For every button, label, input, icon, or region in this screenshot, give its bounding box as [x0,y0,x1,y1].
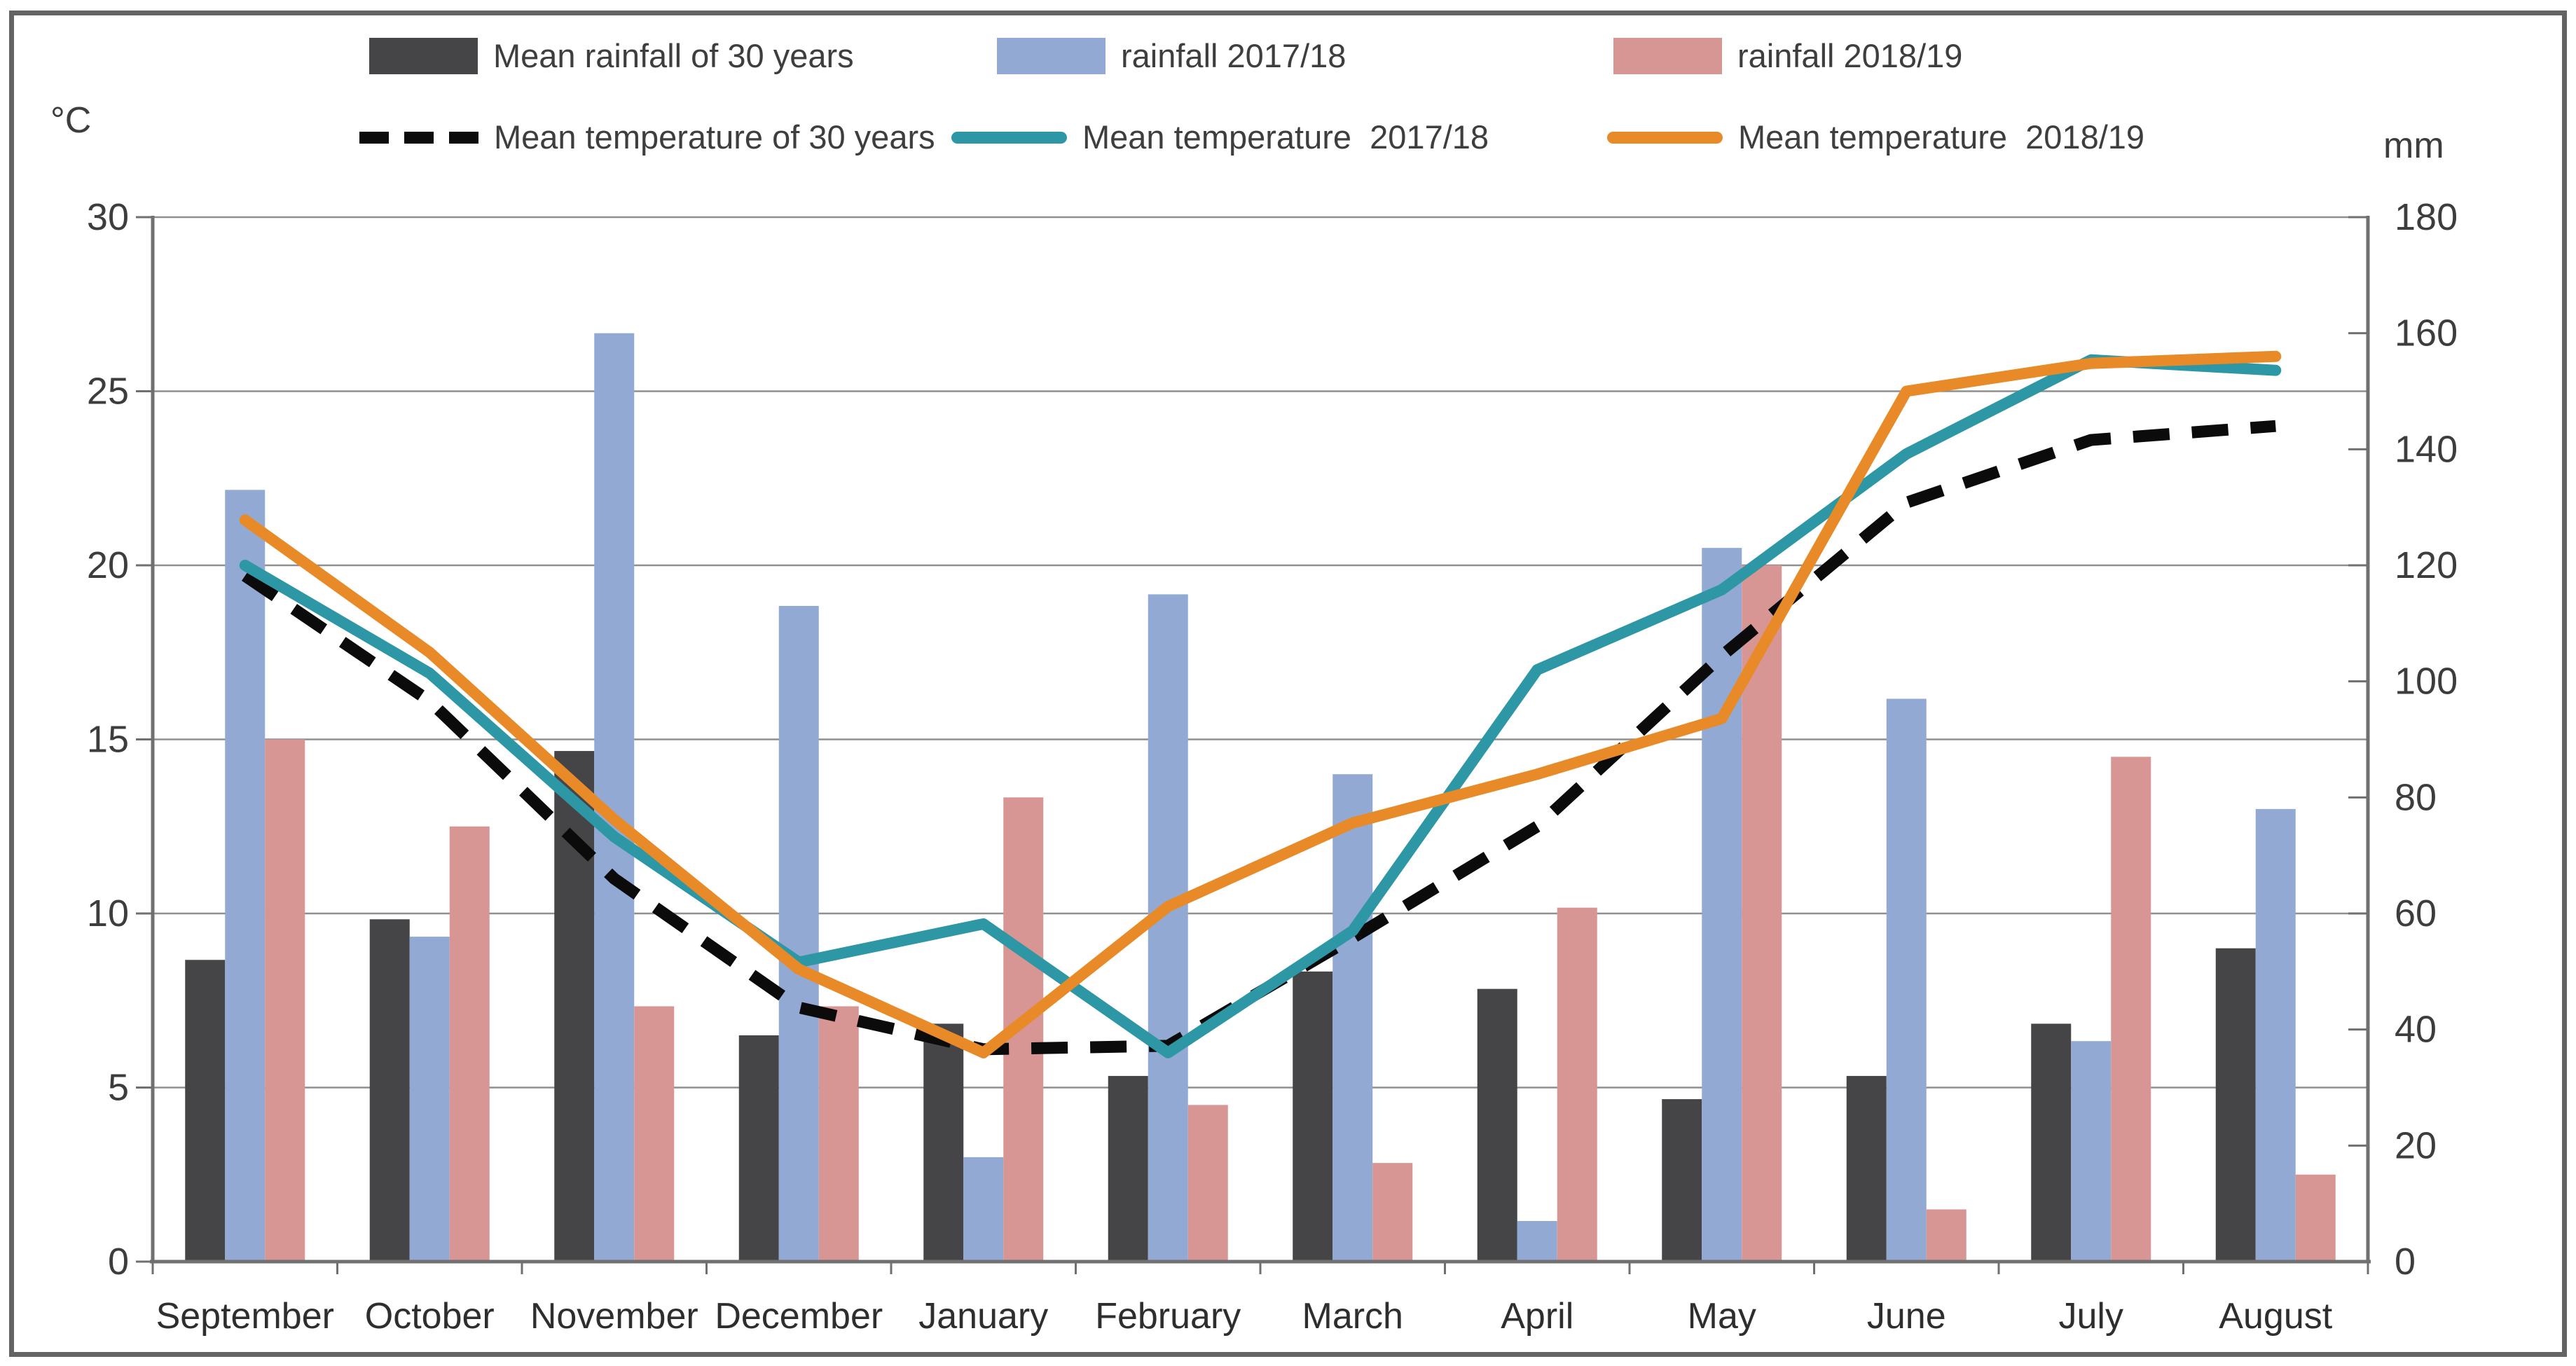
legend-label: Mean temperature 2017/18 [1082,118,1489,156]
right-axis-tick-label: 140 [2395,428,2458,470]
mean-rainfall-swatch [369,38,478,74]
bar-rainfall-2018-19 [449,826,490,1262]
x-tick-label: May [1688,1296,1756,1337]
bar-mean-rainfall-of-30-years [1108,1075,1148,1262]
x-tick-label: July [2059,1296,2123,1337]
line-mean-temperature-2018-19 [239,350,2282,1058]
right-axis-tick-label: 40 [2395,1009,2437,1051]
x-tick-label: June [1867,1296,1946,1337]
left-axis-tick-label: 5 [108,1067,129,1109]
rainfall-2017-18-swatch [997,38,1106,74]
bar-rainfall-2017-18 [778,605,819,1262]
x-tick-label: February [1095,1296,1241,1337]
bar-rainfall-2018-19 [1372,1163,1413,1262]
bar-rainfall-2018-19 [265,739,305,1262]
bar-rainfall-2018-19 [634,1006,675,1262]
bar-rainfall-2018-19 [2111,757,2151,1262]
legend-item-mean-temperature: Mean temperature of 30 years [359,116,935,158]
x-tick-label: January [918,1296,1048,1337]
bar-mean-rainfall-of-30-years [369,919,410,1262]
legend-item-temperature-2017-18: Mean temperature 2017/18 [951,116,1489,158]
bar-mean-rainfall-of-30-years [554,751,595,1262]
x-tick-label: September [156,1296,334,1337]
right-axis-tick-label: 100 [2395,661,2458,703]
bar-mean-rainfall-of-30-years [1662,1099,1702,1262]
right-axis-tick-label: 180 [2395,196,2458,238]
bar-rainfall-2017-18 [1332,774,1373,1262]
bar-mean-rainfall-of-30-years [185,960,226,1262]
bar-rainfall-2018-19 [1926,1209,1967,1262]
legend-label: Mean temperature 2018/19 [1738,118,2145,156]
right-axis-tick-label: 80 [2395,776,2437,818]
x-tick-label: December [715,1296,883,1337]
bar-rainfall-2017-18 [1886,698,1927,1262]
x-tick-label: November [530,1296,698,1337]
x-tick-label: April [1501,1296,1573,1337]
bar-rainfall-2017-18 [1148,594,1188,1262]
legend-label: rainfall 2018/19 [1737,37,1963,74]
legend-label: Mean temperature of 30 years [494,118,935,156]
bar-rainfall-2017-18 [225,490,266,1262]
right-axis-tick-label: 120 [2395,544,2458,586]
chart-outer-border [9,11,2567,1357]
bar-mean-rainfall-of-30-years [1477,988,1517,1262]
left-axis-tick-label: 10 [87,892,129,934]
legend-label: rainfall 2017/18 [1121,37,1346,74]
bar-rainfall-2017-18 [409,937,450,1262]
bar-mean-rainfall-of-30-years [738,1035,779,1262]
right-axis-tick-label: 60 [2395,892,2437,934]
legend-item-mean-rainfall: Mean rainfall of 30 years [369,35,854,77]
left-axis-tick-label: 25 [87,371,129,413]
bar-rainfall-2018-19 [818,1006,859,1262]
rainfall-2018-19-swatch [1613,38,1722,74]
bar-rainfall-2017-18 [1702,548,1742,1262]
right-axis-tick-label: 20 [2395,1124,2437,1166]
bar-mean-rainfall-of-30-years [923,1023,964,1262]
right-axis-tick-label: 0 [2395,1241,2416,1283]
mean-temperature-dashed-swatch [359,131,478,144]
left-axis-unit-label: °C [50,100,92,141]
bar-mean-rainfall-of-30-years [2031,1023,2072,1262]
bar-rainfall-2017-18 [963,1157,1004,1262]
line-mean-temperature-of-30-years [241,420,2276,1056]
bar-rainfall-2017-18 [2071,1041,2112,1262]
right-axis-unit-label: mm [2383,125,2444,166]
legend-label: Mean rainfall of 30 years [493,37,854,74]
bar-mean-rainfall-of-30-years [2215,948,2256,1262]
temperature-2018-19-swatch [1607,131,1723,144]
right-axis-tick-label: 160 [2395,312,2458,354]
bar-rainfall-2017-18 [2255,808,2296,1262]
left-axis-tick-label: 30 [87,196,129,238]
bar-rainfall-2018-19 [2295,1174,2336,1262]
bar-rainfall-2018-19 [1187,1105,1228,1262]
bar-mean-rainfall-of-30-years [1846,1075,1887,1262]
legend-item-rainfall-2017-18: rainfall 2017/18 [997,35,1346,77]
x-tick-label: March [1302,1296,1403,1337]
left-axis-tick-label: 0 [108,1241,129,1283]
legend-item-temperature-2018-19: Mean temperature 2018/19 [1607,116,2144,158]
legend-item-rainfall-2018-19: rainfall 2018/19 [1613,35,1962,77]
bar-rainfall-2017-18 [1517,1221,1557,1262]
temperature-2017-18-swatch [951,131,1067,144]
bar-rainfall-2017-18 [594,333,635,1262]
x-tick-label: August [2219,1296,2332,1337]
left-axis-tick-label: 20 [87,544,129,586]
bar-rainfall-2018-19 [1557,907,1597,1262]
line-mean-temperature-2017-18 [239,354,2282,1058]
x-tick-label: October [365,1296,495,1337]
left-axis-tick-label: 15 [87,719,129,761]
bar-mean-rainfall-of-30-years [1293,971,1333,1262]
